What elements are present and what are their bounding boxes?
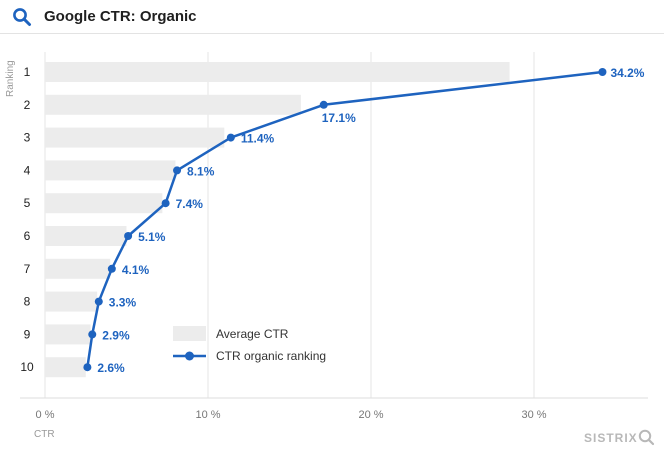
ctr-data-label: 4.1% (122, 263, 150, 277)
ctr-point (83, 363, 92, 372)
ctr-point (319, 100, 328, 109)
average-ctr-bar (45, 324, 91, 345)
legend: Average CTR CTR organic ranking (173, 326, 326, 363)
ctr-point (107, 264, 116, 273)
y-tick-label: 1 (24, 65, 31, 79)
average-ctr-bar (45, 127, 225, 148)
ctr-data-label: 17.1% (322, 111, 356, 125)
x-tick-label: 30 % (521, 409, 546, 421)
y-tick-label: 6 (24, 229, 31, 243)
average-ctr-bar (45, 357, 86, 378)
y-tick-label: 9 (24, 327, 31, 341)
y-tick-label: 3 (24, 131, 31, 145)
sistrix-watermark: SISTRIX (584, 431, 638, 445)
ctr-data-label: 2.6% (97, 361, 125, 375)
x-tick-label: 0 % (36, 409, 55, 421)
ctr-data-label: 34.2% (610, 66, 644, 80)
y-tick-label: 5 (24, 196, 31, 210)
ctr-data-label: 11.4% (241, 132, 275, 146)
y-axis-title: Ranking (5, 60, 16, 97)
average-ctr-bar (45, 160, 176, 181)
y-tick-label: 2 (24, 98, 31, 112)
legend-label-average-ctr: Average CTR (216, 327, 289, 341)
ctr-point (88, 330, 97, 339)
x-tick-label: 10 % (195, 409, 220, 421)
chart-title: Google CTR: Organic (44, 8, 197, 25)
ctr-point (226, 133, 235, 142)
y-tick-label: 4 (24, 163, 31, 177)
x-axis: 0 % 10 % 20 % 30 % (20, 397, 648, 421)
ctr-data-label: 7.4% (176, 197, 204, 211)
ctr-point (124, 232, 133, 240)
ctr-data-label: 2.9% (102, 328, 130, 342)
ctr-point (598, 68, 607, 76)
ctr-point (173, 166, 182, 175)
search-icon (13, 8, 31, 26)
legend-swatch-average-ctr (173, 326, 206, 341)
x-axis-title: CTR (34, 429, 55, 440)
average-ctr-bar (45, 193, 163, 214)
average-ctr-bar (45, 258, 111, 279)
watermark-search-icon (638, 429, 655, 446)
average-ctr-bar (45, 291, 98, 312)
ctr-organic-line (83, 68, 607, 372)
chart-header: Google CTR: Organic (0, 0, 664, 34)
ctr-data-label: 3.3% (109, 296, 137, 310)
ctr-point (161, 199, 170, 208)
ctr-chart: 1 2 3 4 5 6 7 8 9 10 34.2% 17.1% 11.4% 8.1% 7.4% 5.1% 4.… (5, 52, 655, 446)
ctr-organic-polyline (86, 70, 603, 368)
average-ctr-bar (45, 94, 301, 115)
legend-swatch-ctr-dot (185, 351, 194, 361)
y-tick-label: 7 (24, 262, 31, 276)
ctr-point (94, 297, 103, 306)
y-tick-label: 10 (20, 360, 34, 374)
average-ctr-bars (45, 62, 510, 378)
legend-label-ctr-organic: CTR organic ranking (216, 349, 326, 363)
y-tick-label: 8 (24, 295, 31, 309)
ctr-data-label: 5.1% (138, 230, 166, 244)
ranking-labels: 1 2 3 4 5 6 7 8 9 10 34.2% 17.1% 11.4% 8.1% 7.4% 5.1% 4.… (20, 65, 644, 375)
ctr-data-label: 8.1% (187, 164, 215, 178)
average-ctr-bar (45, 226, 127, 246)
average-ctr-bar (45, 62, 510, 82)
x-tick-label: 20 % (358, 409, 383, 421)
